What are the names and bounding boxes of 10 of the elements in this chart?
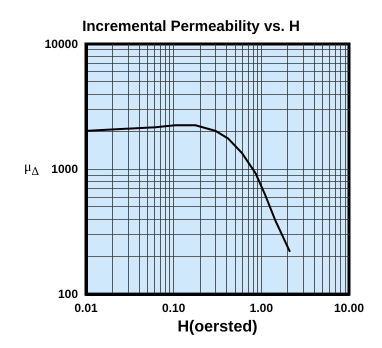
chart-title: Incremental Permeability vs. H	[82, 18, 300, 35]
y-tick-label: 100	[58, 287, 78, 302]
y-tick-label: 10000	[44, 37, 78, 51]
x-axis-title: H(oersted)	[177, 318, 258, 336]
x-tick-label: 1.00	[250, 301, 274, 316]
y-axis-title: μ$_{Δ}$	[24, 160, 40, 178]
x-tick-label: 0.01	[74, 301, 98, 316]
x-tick-label: 10.00	[334, 301, 364, 316]
x-tick-label: 0.10	[162, 301, 186, 316]
y-tick-label: 1000	[51, 162, 78, 176]
